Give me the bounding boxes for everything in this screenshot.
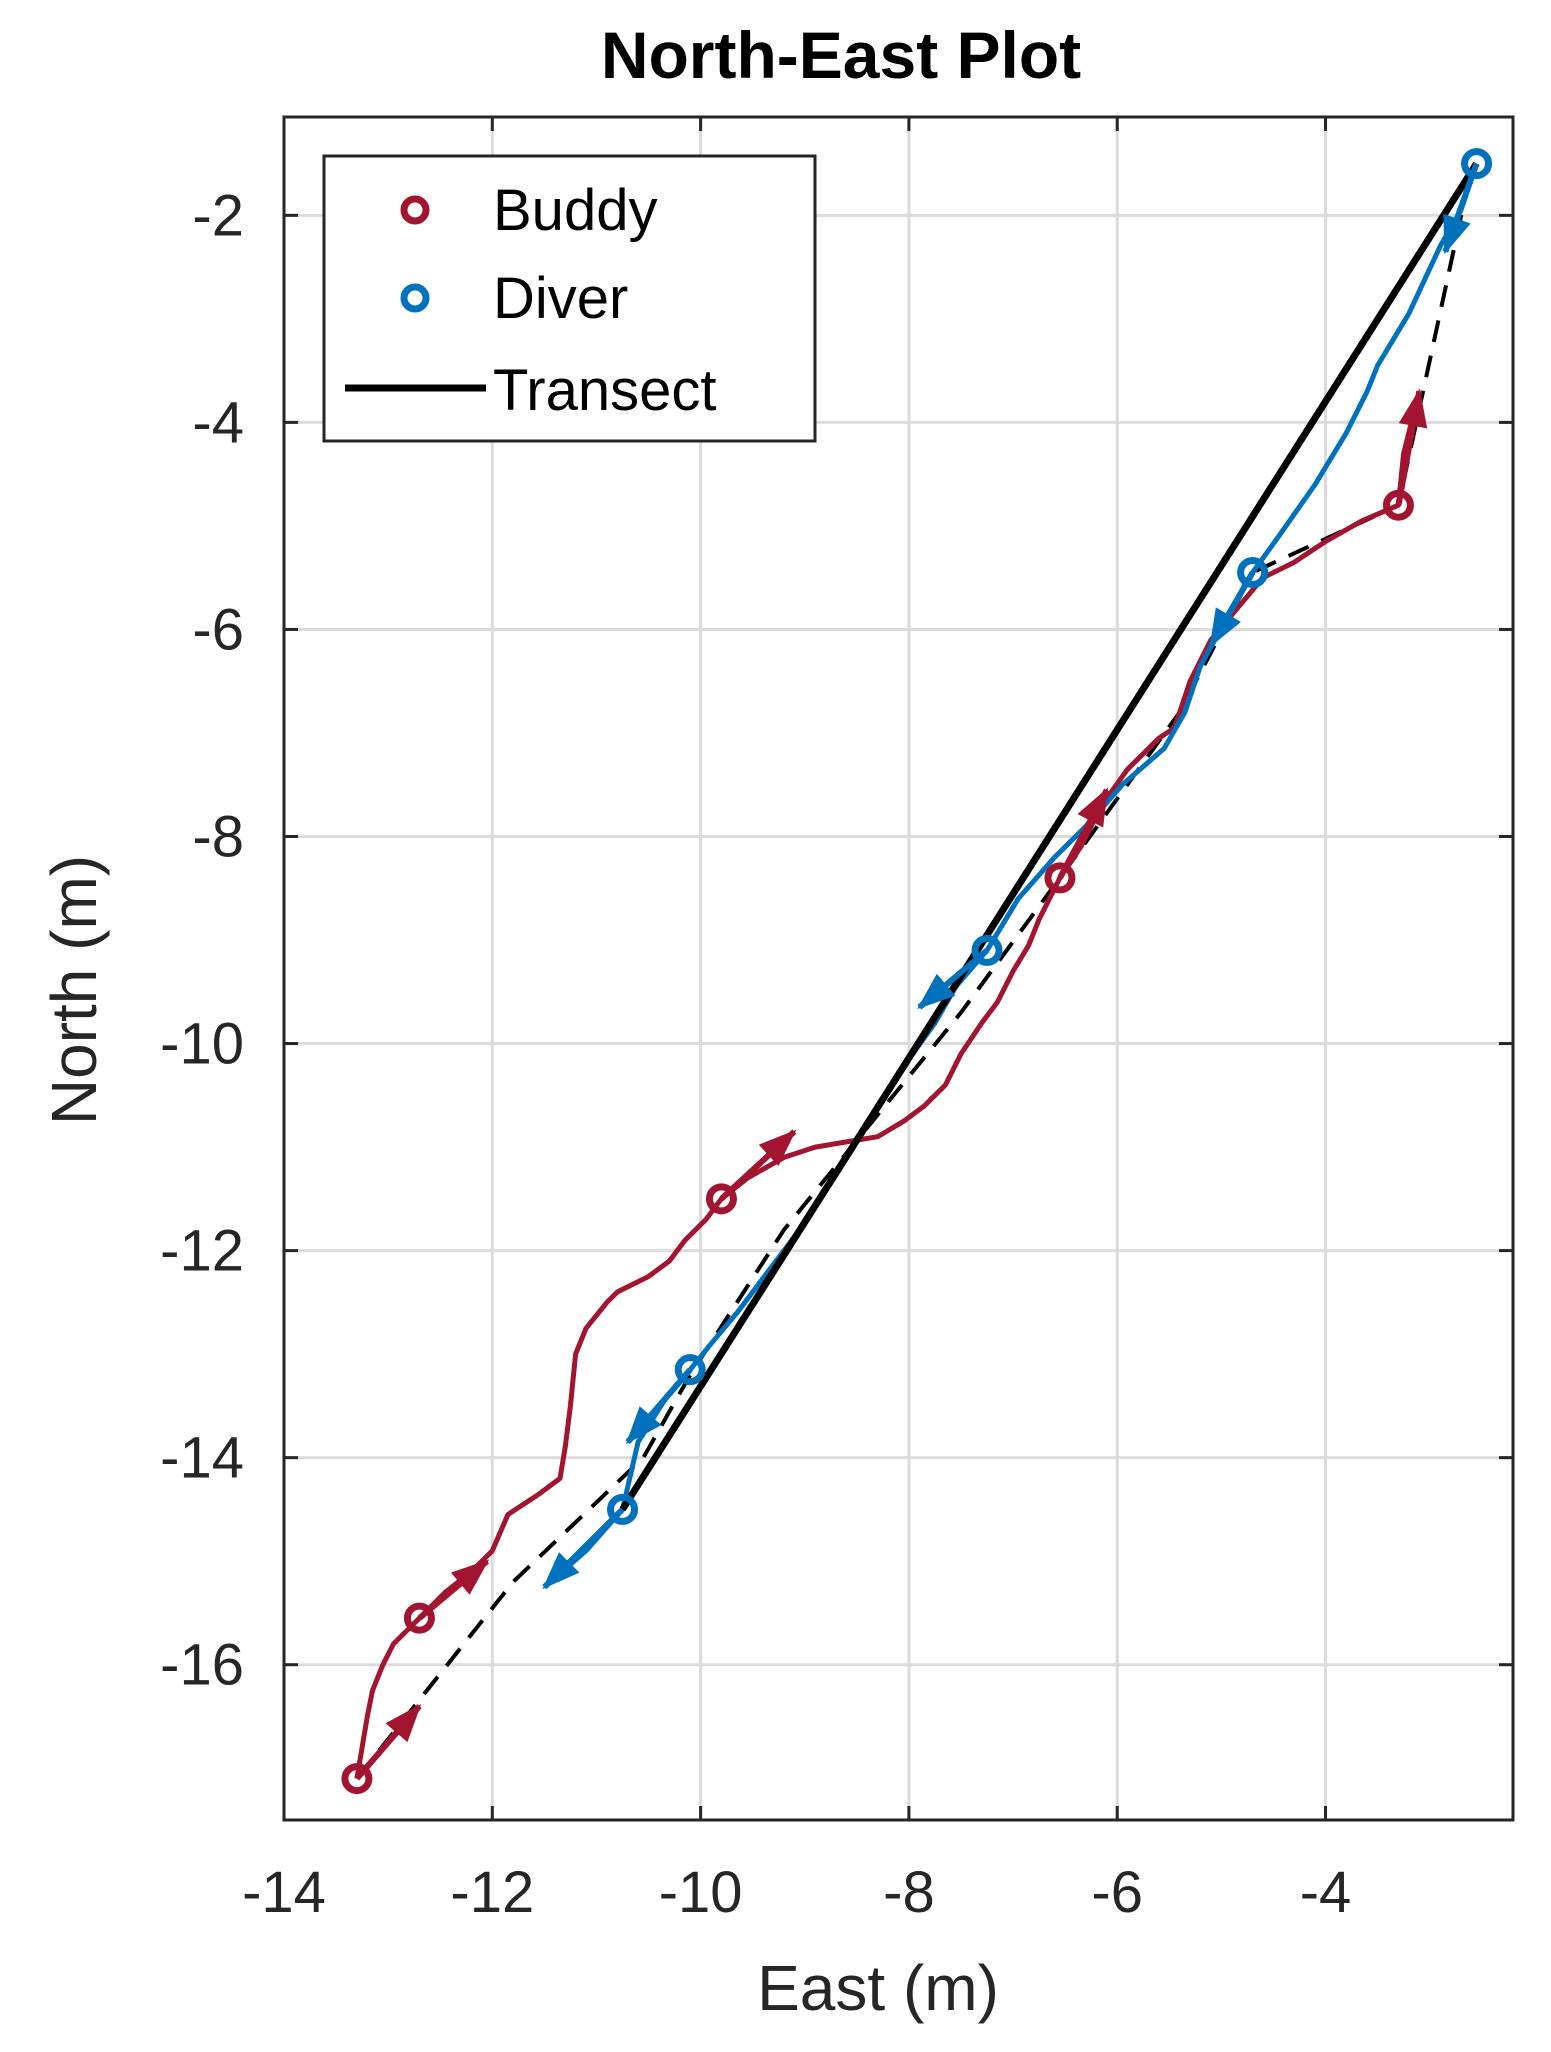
diver-marker: [971, 934, 1003, 966]
legend: Buddy Diver Transect: [322, 154, 817, 443]
tick-labels: -14 -12 -10 -8 -6 -4 -16 -14 -12 -10 -8 -6 -4 -2: [160, 183, 1351, 1925]
x-tick-label: -6: [1091, 1860, 1143, 1925]
diver-arrow-head: [917, 973, 956, 1010]
y-tick-label: -14: [160, 1426, 244, 1491]
x-axis-label: East (m): [757, 1952, 999, 2024]
transect-line: [619, 161, 1480, 1512]
diver-arrow-head: [542, 1552, 580, 1590]
legend-buddy-label: Buddy: [493, 178, 657, 243]
buddy-arrow-head: [385, 1703, 422, 1743]
x-tick-label: -8: [883, 1860, 935, 1925]
x-tick-label: -14: [242, 1860, 326, 1925]
y-tick-label: -4: [192, 390, 244, 455]
legend-transect-label: Transect: [493, 358, 716, 423]
y-tick-label: -12: [160, 1219, 244, 1284]
buddy-arrow-head: [758, 1129, 797, 1166]
diver-arrow-head: [1443, 213, 1471, 255]
y-tick-label: -10: [160, 1012, 244, 1077]
legend-diver-label: Diver: [493, 266, 628, 331]
diver-arrow-head: [625, 1406, 662, 1445]
x-tick-label: -12: [450, 1860, 534, 1925]
x-tick-label: -10: [659, 1860, 743, 1925]
buddy-arrow-head: [1398, 388, 1428, 429]
diver-marker: [606, 1493, 638, 1525]
y-axis-label: North (m): [38, 855, 110, 1125]
axes-frame: [282, 115, 1515, 1822]
buddy-arrow-head: [451, 1559, 490, 1595]
y-tick-label: -6: [192, 597, 244, 662]
buddy-marker: [403, 1602, 435, 1634]
chart-title: North-East Plot: [601, 18, 1081, 92]
diver-marker: [1237, 557, 1269, 589]
y-tick-label: -8: [192, 805, 244, 870]
legend-diver-marker: [400, 283, 430, 313]
buddy-marker: [705, 1183, 737, 1215]
diver-track: [542, 162, 1479, 1589]
buddy-arrow-head: [1077, 787, 1109, 828]
y-tick-label: -2: [192, 183, 244, 248]
axes-box: [282, 115, 1515, 1822]
y-tick-label: -16: [160, 1633, 244, 1698]
legend-buddy-marker: [400, 195, 430, 225]
diver-marker: [1461, 148, 1493, 180]
buddy-marker: [1044, 862, 1076, 894]
buddy-marker: [1382, 489, 1414, 521]
x-tick-label: -4: [1300, 1860, 1352, 1925]
diver-marker: [674, 1354, 706, 1386]
buddy-marker: [341, 1763, 373, 1795]
connector-dashed-line: [355, 168, 1474, 1780]
plot-lines: [341, 148, 1493, 1795]
diver-arrow-head: [1209, 607, 1241, 648]
buddy-track: [354, 390, 1422, 1780]
